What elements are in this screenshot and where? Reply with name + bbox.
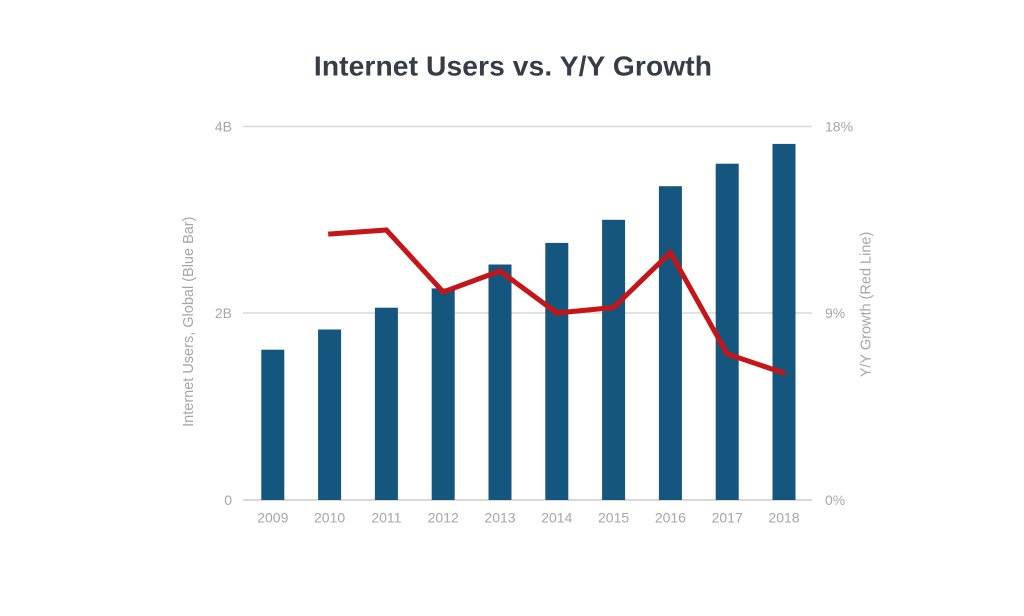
svg-text:2016: 2016 xyxy=(655,510,686,526)
svg-text:2011: 2011 xyxy=(371,510,401,526)
svg-text:2010: 2010 xyxy=(314,510,345,526)
svg-text:4B: 4B xyxy=(215,119,232,135)
svg-text:0: 0 xyxy=(224,492,232,508)
svg-text:Internet Users, Global (Blue B: Internet Users, Global (Blue Bar) xyxy=(181,217,197,427)
svg-text:2017: 2017 xyxy=(712,510,743,526)
svg-text:Y/Y Growth (Red Line): Y/Y Growth (Red Line) xyxy=(858,232,874,378)
svg-text:2009: 2009 xyxy=(257,510,288,526)
svg-text:Internet Users vs. Y/Y Growth: Internet Users vs. Y/Y Growth xyxy=(314,49,712,81)
svg-text:2013: 2013 xyxy=(484,510,515,526)
svg-text:0%: 0% xyxy=(825,492,845,508)
svg-text:2012: 2012 xyxy=(428,510,459,526)
svg-text:9%: 9% xyxy=(825,305,845,321)
svg-text:2014: 2014 xyxy=(541,510,572,526)
svg-text:2015: 2015 xyxy=(598,510,629,526)
svg-text:2B: 2B xyxy=(215,305,232,321)
svg-text:2018: 2018 xyxy=(768,510,799,526)
svg-text:18%: 18% xyxy=(825,119,853,135)
